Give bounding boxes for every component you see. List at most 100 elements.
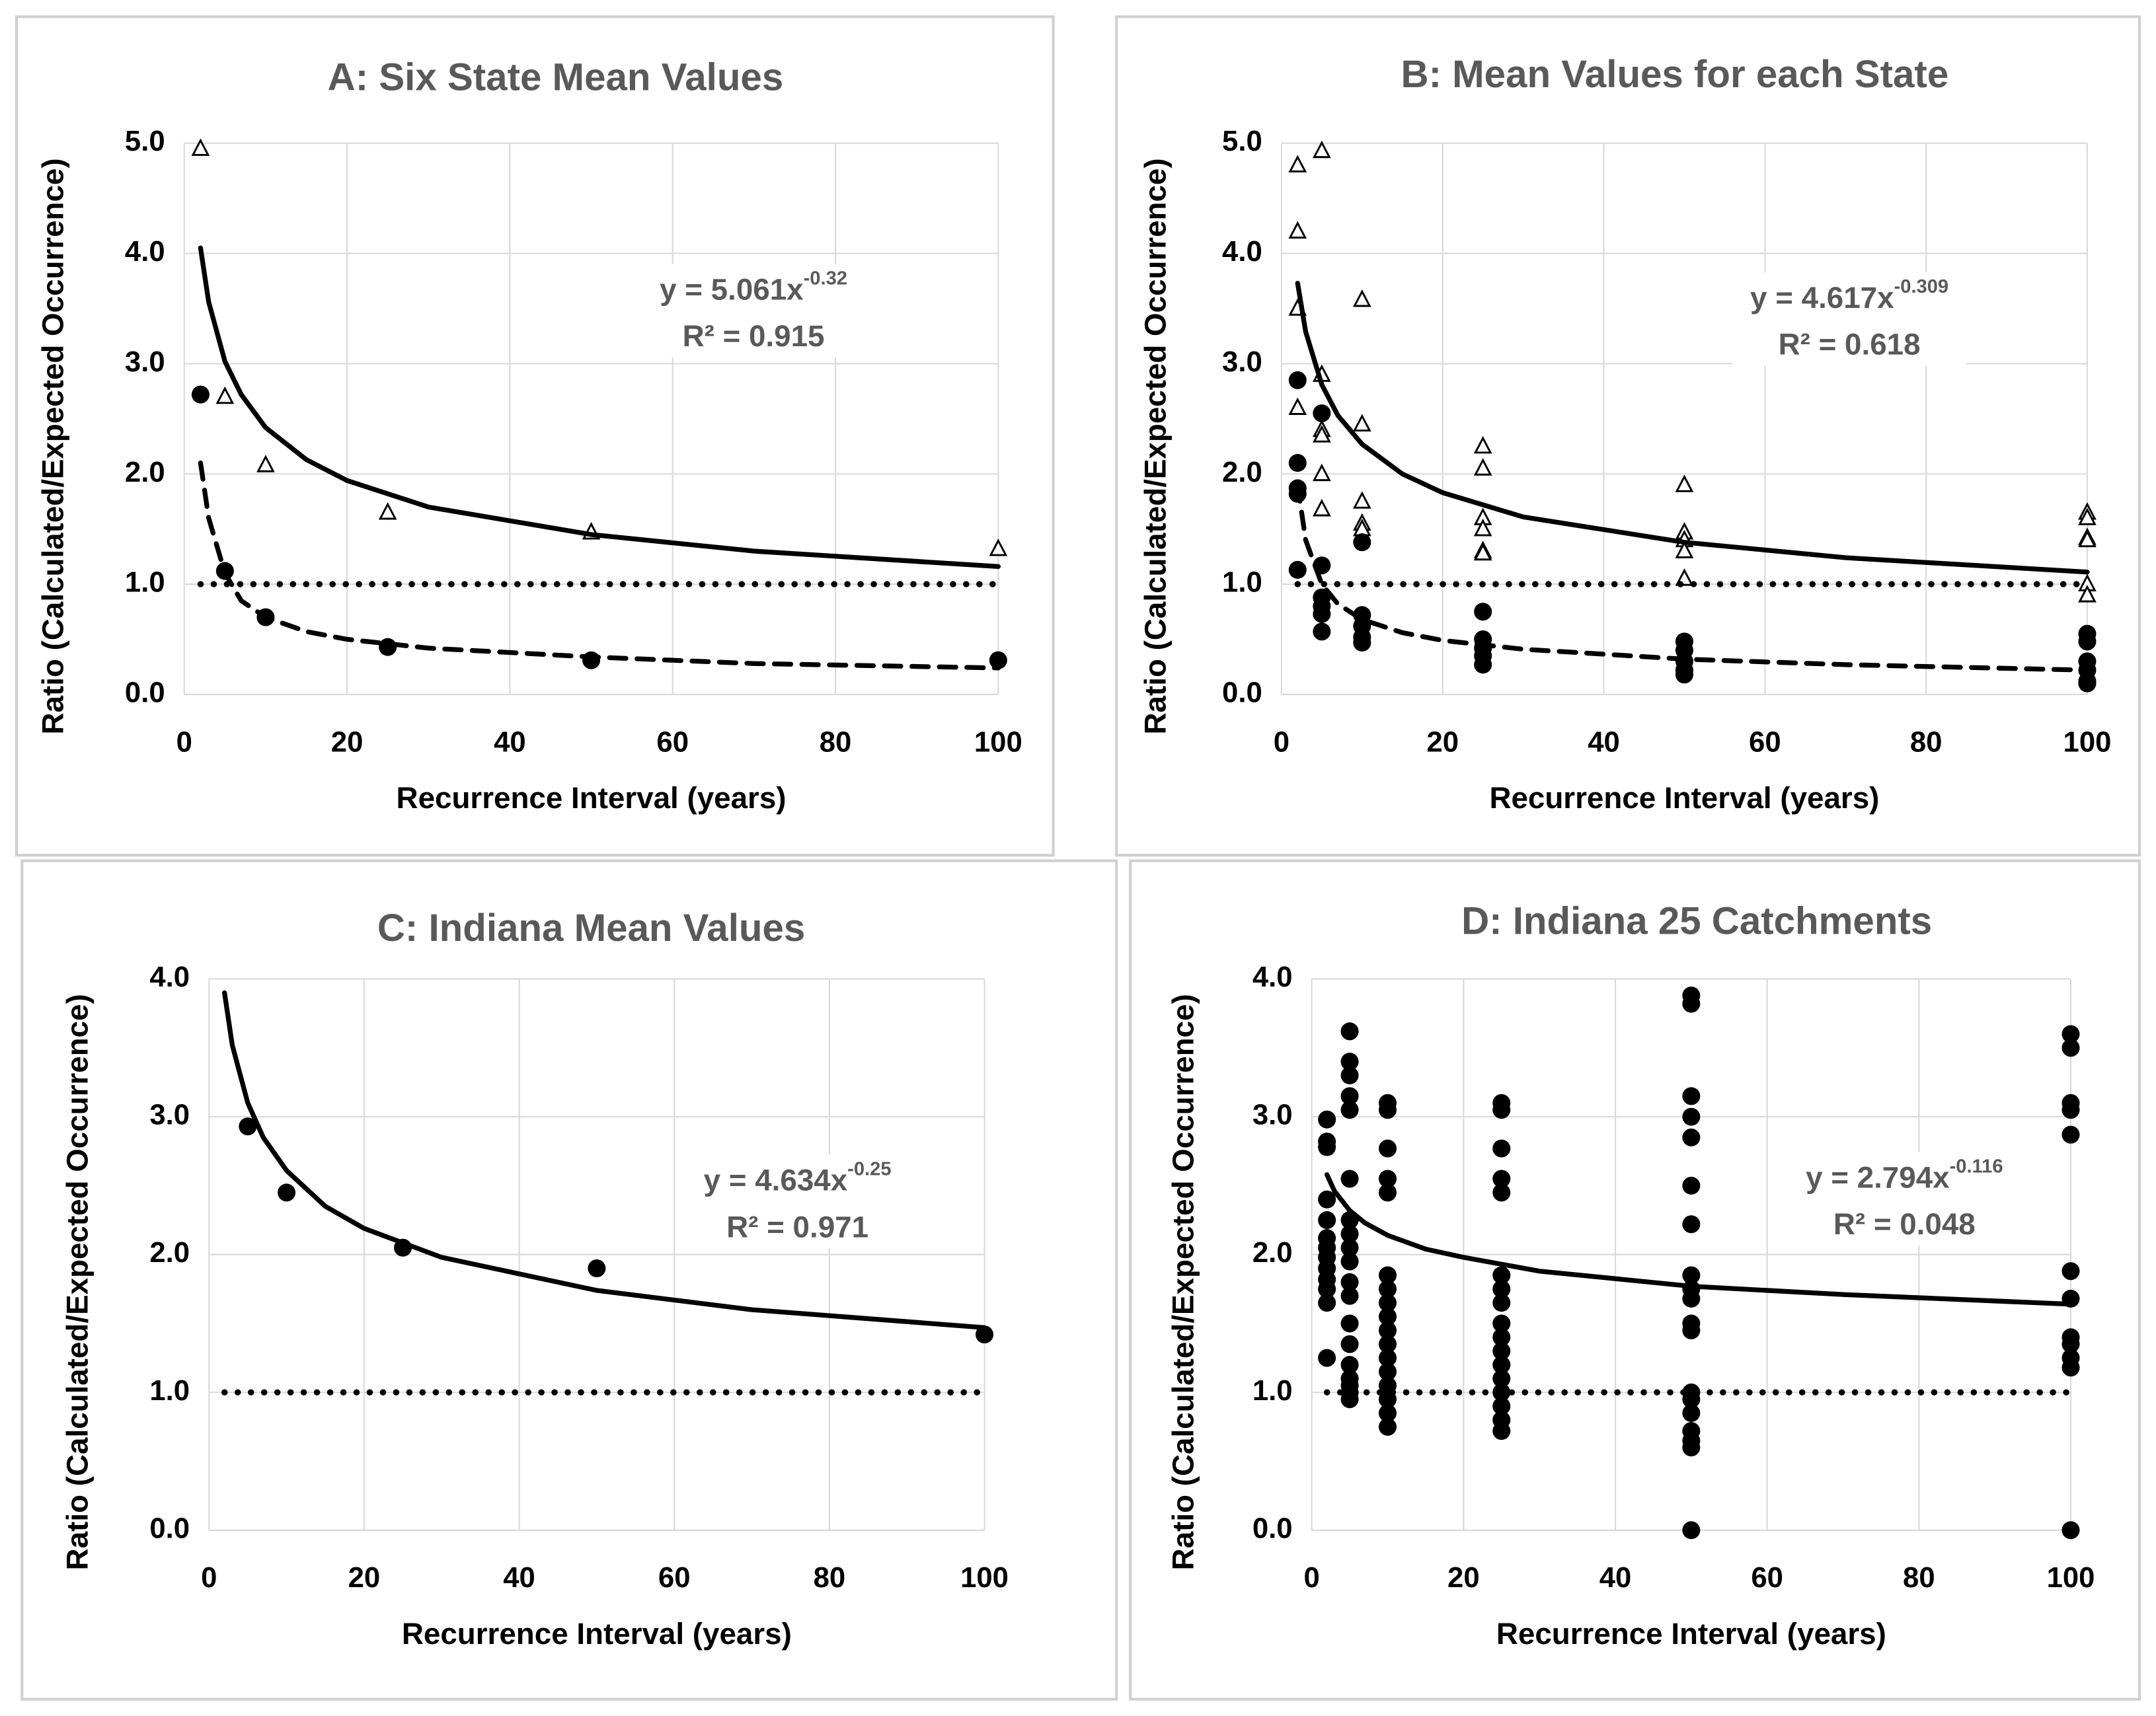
point	[1288, 397, 1307, 415]
point	[1288, 560, 1307, 579]
equation-text: y = 5.061x	[660, 272, 804, 306]
point	[1318, 1110, 1336, 1129]
y-tick-label: 0.0	[1252, 1512, 1293, 1544]
equation-exponent: -0.116	[1950, 1156, 2003, 1177]
point	[2061, 1025, 2080, 1043]
x-tick-label: 80	[1903, 1561, 1935, 1594]
point	[1378, 1266, 1397, 1285]
point	[1682, 1107, 1701, 1126]
point	[976, 1325, 994, 1344]
point	[1682, 1176, 1701, 1195]
point	[1682, 1128, 1701, 1146]
point	[1353, 633, 1371, 652]
y-tick-label: 0.0	[149, 1512, 190, 1544]
point	[1318, 1211, 1336, 1230]
x-tick-label: 100	[974, 726, 1022, 758]
y-tick-label: 4.0	[149, 961, 190, 993]
point	[2061, 1335, 2080, 1353]
x-tick-label: 100	[2063, 726, 2112, 758]
x-tick-label: 20	[348, 1561, 381, 1594]
point	[582, 651, 601, 669]
y-tick-label: 4.0	[125, 235, 165, 268]
point	[1378, 1308, 1397, 1326]
x-tick-label: 100	[960, 1561, 1009, 1594]
x-tick-label: 40	[503, 1561, 535, 1594]
x-axis-label: Recurrence Interval (years)	[397, 781, 787, 815]
y-tick-label: 1.0	[125, 566, 165, 599]
point	[1682, 1266, 1701, 1285]
panel-border	[1115, 15, 2141, 857]
chart-title: A: Six State Mean Values	[328, 56, 784, 98]
x-tick-label: 60	[656, 726, 689, 758]
point	[1312, 463, 1331, 482]
point	[1378, 1321, 1397, 1339]
point	[1312, 499, 1331, 517]
point	[1474, 603, 1492, 621]
point	[989, 651, 1007, 669]
x-tick-label: 0	[1304, 1561, 1320, 1594]
point	[1378, 1335, 1397, 1353]
point	[1682, 994, 1701, 1013]
point	[1492, 1280, 1511, 1298]
point	[2078, 632, 2097, 651]
y-tick-label: 2.0	[125, 456, 165, 488]
point	[378, 502, 397, 520]
point	[1675, 474, 1694, 492]
point	[1492, 1342, 1511, 1361]
x-tick-label: 0	[1274, 726, 1290, 758]
point	[1340, 1314, 1359, 1333]
point	[1340, 1224, 1359, 1243]
point	[1378, 1183, 1397, 1202]
point	[1682, 1521, 1701, 1540]
y-axis-label: Ratio (Calculated/Expected Occurrence)	[61, 994, 95, 1570]
y-tick-label: 4.0	[1222, 235, 1262, 268]
trend-line	[198, 460, 1001, 671]
y-tick-label: 3.0	[149, 1099, 190, 1131]
point	[1378, 1280, 1397, 1298]
point	[1473, 519, 1492, 537]
equation-exponent: -0.32	[804, 268, 847, 289]
point	[1318, 1280, 1336, 1298]
x-tick-label: 60	[658, 1561, 691, 1594]
point	[1353, 533, 1371, 552]
point	[1340, 1066, 1359, 1085]
point	[1340, 1356, 1359, 1374]
point	[1313, 622, 1331, 641]
y-tick-label: 1.0	[1222, 566, 1262, 599]
point	[1378, 1349, 1397, 1367]
chart-panel: C: Indiana Mean Values 0.0 1.0 2.0 3.0 4.0 0 20…	[20, 859, 1118, 1701]
x-tick-label: 40	[1588, 726, 1620, 758]
equation-bg	[680, 1154, 915, 1249]
point	[1378, 1403, 1397, 1423]
point	[1318, 1294, 1336, 1312]
x-tick-label: 100	[2047, 1561, 2095, 1594]
point	[1378, 1417, 1397, 1436]
point	[1313, 404, 1331, 423]
point	[2078, 674, 2097, 692]
point	[2061, 1359, 2080, 1377]
x-tick-label: 0	[201, 1561, 217, 1594]
point	[239, 1117, 257, 1136]
equation: y = 2.794x-0.116	[1806, 1156, 2003, 1194]
x-tick-label: 40	[1599, 1561, 1632, 1594]
y-tick-label: 3.0	[125, 346, 165, 378]
trend-line	[1295, 280, 2090, 575]
point	[215, 386, 235, 404]
point	[1378, 1139, 1397, 1158]
point	[1340, 1101, 1359, 1119]
point	[1313, 605, 1331, 623]
y-tick-label: 2.0	[1252, 1236, 1293, 1269]
y-tick-label: 0.0	[1222, 676, 1262, 708]
trend-line	[1324, 1172, 2073, 1307]
point	[1340, 1053, 1359, 1071]
point	[1675, 541, 1694, 558]
x-axis-label: Recurrence Interval (years)	[402, 1617, 792, 1651]
trend-line	[222, 990, 987, 1330]
point	[1340, 1170, 1359, 1188]
point	[1682, 1321, 1701, 1339]
point	[1340, 1238, 1359, 1257]
y-axis-label: Ratio (Calculated/Expected Occurrence)	[1139, 158, 1173, 734]
point	[1312, 140, 1331, 159]
point	[1288, 221, 1307, 239]
point	[1378, 1362, 1397, 1381]
